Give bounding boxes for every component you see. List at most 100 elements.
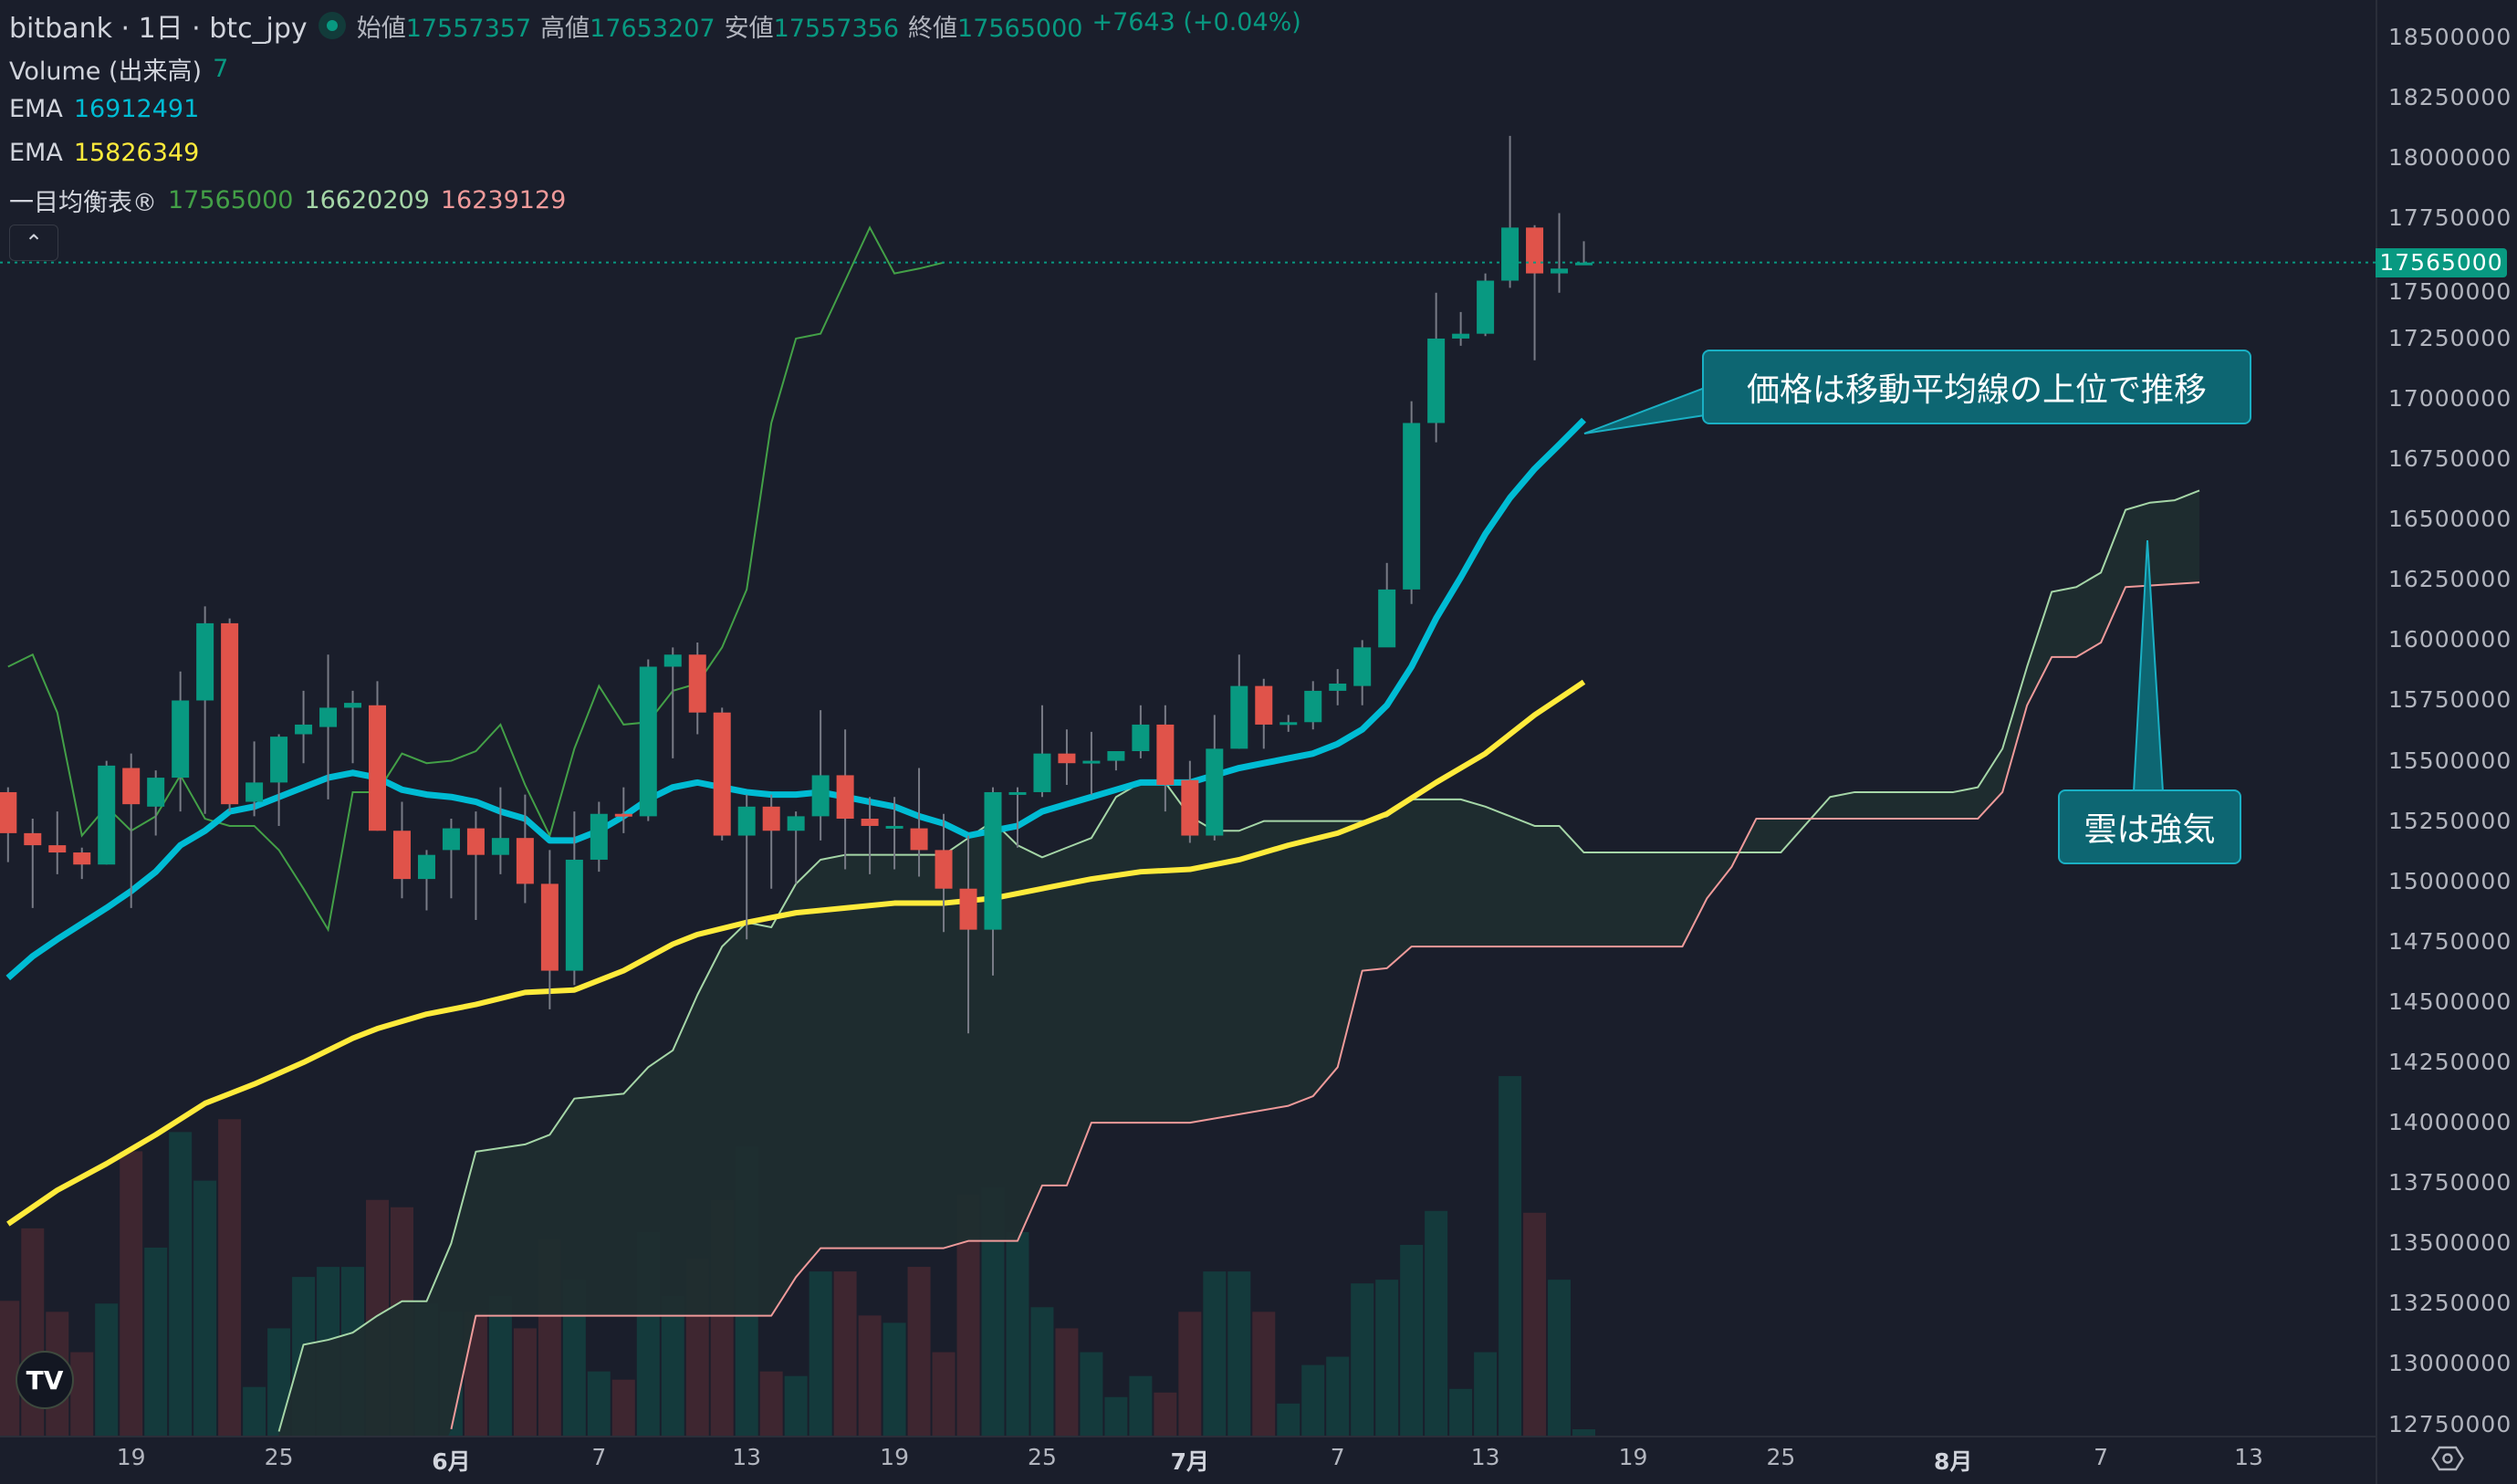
- candle: [540, 850, 559, 1009]
- candle: [713, 707, 731, 841]
- volume-bar: [169, 1132, 193, 1436]
- candle-body: [935, 850, 953, 889]
- volume-bar: [883, 1322, 906, 1436]
- collapse-legend-button[interactable]: ⌃: [9, 225, 58, 261]
- high-value: 17653207: [590, 14, 715, 43]
- candle: [1353, 640, 1372, 705]
- candle: [73, 847, 91, 880]
- ema-fast-line: [5, 417, 1587, 981]
- candle: [1132, 705, 1150, 758]
- candle-body: [369, 705, 386, 831]
- open-label: 始値: [356, 14, 406, 43]
- volume-bar: [95, 1303, 119, 1436]
- candle-body: [565, 859, 583, 971]
- ema-slow-legend[interactable]: EMA 15826349: [9, 139, 199, 167]
- candle-body: [959, 888, 977, 930]
- candle-body: [1403, 423, 1421, 590]
- candle-body: [663, 654, 682, 667]
- candle: [885, 797, 903, 870]
- volume-legend[interactable]: Volume (出来高) 7: [9, 51, 228, 87]
- volume-bar: [193, 1180, 217, 1436]
- volume-bar: [488, 1296, 512, 1436]
- candle-body: [1181, 779, 1199, 836]
- open-value: 17557357: [405, 14, 532, 43]
- candle: [369, 681, 386, 831]
- candle: [811, 710, 830, 841]
- callout-price-above-ma: 価格は移動平均線の上位で推移: [1702, 350, 2251, 424]
- candle: [1008, 787, 1027, 848]
- price-tick-label: 15750000: [2388, 686, 2512, 714]
- time-tick-label: 19: [1618, 1444, 1648, 1470]
- high-label: 高値: [540, 14, 590, 43]
- ema-fast-label: EMA: [9, 95, 63, 123]
- candle: [48, 811, 67, 874]
- time-tick-label: 25: [1766, 1444, 1796, 1470]
- candle: [392, 801, 411, 899]
- candle-body: [1427, 338, 1446, 423]
- time-tick-label: 13: [2234, 1444, 2263, 1470]
- price-tick-label: 13750000: [2388, 1169, 2512, 1197]
- candle: [1082, 731, 1101, 795]
- candle-body: [1575, 262, 1593, 266]
- price-tick-label: 13000000: [2388, 1350, 2512, 1377]
- candle-body: [1501, 227, 1520, 281]
- candle: [639, 659, 657, 821]
- candle: [590, 801, 608, 873]
- ema-fast-legend[interactable]: EMA 16912491: [9, 95, 199, 123]
- price-tick-label: 14500000: [2388, 988, 2512, 1015]
- time-tick-label: 7: [2094, 1444, 2109, 1470]
- ema-slow-value: 15826349: [73, 139, 200, 167]
- tradingview-logo[interactable]: TV: [16, 1351, 74, 1409]
- candle-body: [295, 724, 313, 735]
- candle-body: [319, 707, 338, 727]
- candle: [98, 760, 116, 865]
- chevron-up-icon: ⌃: [24, 230, 44, 256]
- price-tick-label: 16750000: [2388, 445, 2512, 473]
- volume-bar: [1154, 1392, 1177, 1436]
- settings-gear-icon[interactable]: [2431, 1442, 2464, 1475]
- volume-bar: [144, 1247, 168, 1436]
- candle: [1501, 135, 1520, 288]
- candle-body: [811, 775, 830, 817]
- candle-body: [417, 854, 435, 880]
- volume-bar: [1104, 1396, 1128, 1436]
- candle: [762, 794, 780, 889]
- candle: [1575, 241, 1593, 266]
- candle: [0, 787, 17, 862]
- time-tick-label: 13: [732, 1444, 762, 1470]
- candle: [1033, 705, 1051, 798]
- volume-value: 7: [213, 55, 229, 83]
- ema-slow-label: EMA: [9, 139, 63, 167]
- candle-body: [245, 782, 264, 802]
- candle: [295, 690, 313, 764]
- low-label: 安値: [724, 14, 774, 43]
- candle-body: [540, 883, 559, 971]
- candle-body: [466, 828, 485, 855]
- price-tick-label: 14000000: [2388, 1109, 2512, 1136]
- volume-bar: [907, 1267, 931, 1436]
- cloud-fill: [278, 490, 2200, 1436]
- symbol-legend: bitbank · 1日 · btc_jpy 始値17557357 高値1765…: [9, 5, 1301, 46]
- ichimoku-legend[interactable]: 一目均衡表® 17565000 16620209 16239129: [9, 183, 566, 218]
- volume-label: Volume (出来高): [9, 57, 203, 86]
- ichimoku-span-a-value: 16620209: [304, 186, 430, 214]
- candle-body: [1378, 589, 1396, 648]
- candle-body: [1033, 753, 1051, 792]
- price-tick-label: 14750000: [2388, 927, 2512, 955]
- candle: [1329, 669, 1347, 705]
- symbol-title[interactable]: bitbank · 1日 · btc_jpy: [9, 13, 308, 45]
- volume-bar: [809, 1271, 832, 1436]
- candle-body: [24, 832, 42, 846]
- volume-bar: [1326, 1356, 1350, 1436]
- volume-bar: [243, 1386, 266, 1436]
- volume-bar: [1523, 1212, 1547, 1436]
- candle: [172, 671, 190, 812]
- candle-body: [147, 778, 165, 807]
- ichimoku-span-b-value: 16239129: [440, 186, 567, 214]
- candle-body: [885, 825, 903, 829]
- candle-body: [1107, 751, 1125, 761]
- price-tick-label: 18000000: [2388, 143, 2512, 171]
- candle-body: [392, 831, 411, 880]
- volume-bar: [218, 1119, 242, 1436]
